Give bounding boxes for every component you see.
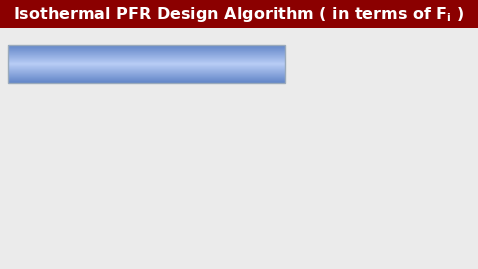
- Bar: [0, 0, 478, 28]
- Text: Isothermal PFR Design Algorithm ( in terms of $\mathbf{F_i}$ ): Isothermal PFR Design Algorithm ( in ter…: [13, 5, 465, 23]
- Bar: [8, 45, 285, 83]
